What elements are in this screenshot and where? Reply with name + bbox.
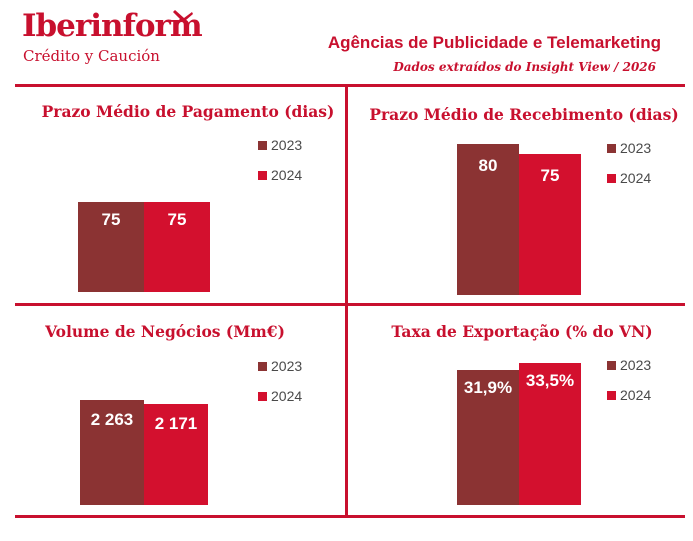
legend-swatch-2023 xyxy=(258,361,267,371)
brand-logo: Iberinform xyxy=(22,8,203,44)
report-subtitle: Dados extraídos do Insight View / 2026 xyxy=(393,60,656,74)
bar-value-label: 75 xyxy=(167,210,187,229)
plane-logo-icon xyxy=(173,10,193,28)
legend-swatch-2024 xyxy=(258,170,267,180)
divider-middle xyxy=(15,303,685,306)
bar-2023: 75 xyxy=(78,202,144,292)
divider-bottom xyxy=(15,515,685,518)
legend-label: 2023 xyxy=(620,140,652,156)
legend-swatch-2024 xyxy=(607,390,616,400)
chart-pmp: 75 75 xyxy=(78,120,210,292)
legend-label: 2024 xyxy=(271,388,303,404)
bar-2024: 2 171 xyxy=(144,404,208,505)
panel-title-pmp: Prazo Médio de Pagamento (dias) xyxy=(41,102,335,121)
bar-2024: 75 xyxy=(144,202,210,292)
bar-2023: 31,9% xyxy=(457,370,519,505)
legend-label: 2024 xyxy=(620,170,652,186)
bar-2024: 33,5% xyxy=(519,363,581,505)
bar-value-label: 31,9% xyxy=(463,378,513,397)
report-title: Agências de Publicidade e Telemarketing xyxy=(327,33,661,52)
divider-vertical xyxy=(345,84,348,518)
legend-2023: 2023 xyxy=(607,140,651,156)
bar-value-label: 33,5% xyxy=(525,371,575,390)
brand-tagline: Crédito y Caución xyxy=(23,47,160,65)
legend-2024: 2024 xyxy=(258,167,302,183)
chart-volume: 2 263 2 171 xyxy=(80,380,208,505)
legend-swatch-2024 xyxy=(607,173,616,183)
bar-2024: 75 xyxy=(519,154,581,295)
bar-2023: 2 263 xyxy=(80,400,144,505)
legend-swatch-2024 xyxy=(258,391,267,401)
chart-pmr: 80 75 xyxy=(457,120,581,295)
bar-value-label: 2 263 xyxy=(90,410,134,429)
legend-label: 2023 xyxy=(271,137,303,153)
bar-value-label: 75 xyxy=(540,166,560,185)
chart-export: 31,9% 33,5% xyxy=(457,340,581,505)
legend-2023: 2023 xyxy=(607,357,651,373)
divider-top xyxy=(15,84,685,87)
legend-swatch-2023 xyxy=(607,143,616,153)
legend-label: 2023 xyxy=(271,358,303,374)
panel-title-export: Taxa de Exportação (% do VN) xyxy=(391,322,653,341)
legend-swatch-2023 xyxy=(258,140,267,150)
bar-value-label: 75 xyxy=(101,210,121,229)
legend-2023: 2023 xyxy=(258,358,302,374)
legend-label: 2024 xyxy=(271,167,303,183)
legend-label: 2023 xyxy=(620,357,652,373)
bar-value-label: 80 xyxy=(478,156,498,175)
legend-swatch-2023 xyxy=(607,360,616,370)
panel-title-volume: Volume de Negócios (Mm€) xyxy=(45,322,285,341)
bar-2023: 80 xyxy=(457,144,519,295)
bar-value-label: 2 171 xyxy=(154,414,198,433)
legend-2024: 2024 xyxy=(607,387,651,403)
panel-title-pmr: Prazo Médio de Recebimento (dias) xyxy=(369,105,679,124)
legend-2024: 2024 xyxy=(607,170,651,186)
legend-2023: 2023 xyxy=(258,137,302,153)
legend-2024: 2024 xyxy=(258,388,302,404)
legend-label: 2024 xyxy=(620,387,652,403)
